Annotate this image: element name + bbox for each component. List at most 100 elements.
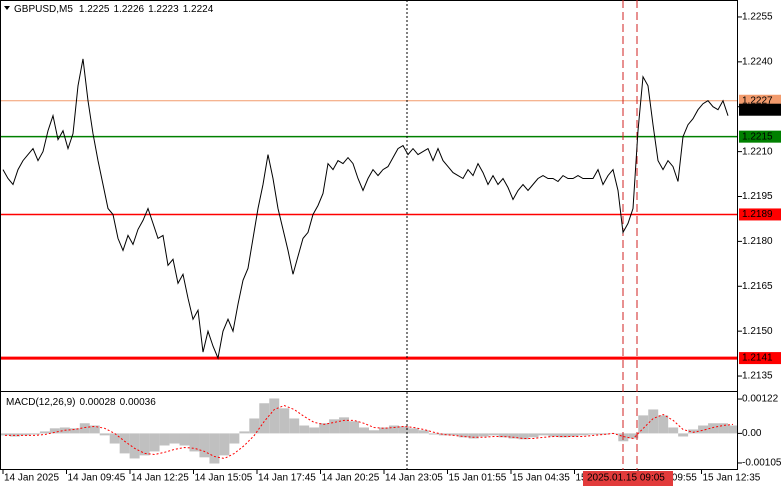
- macd-bar: [718, 423, 729, 434]
- y-tick-label: 1.2165: [742, 281, 773, 292]
- macd-bar: [49, 428, 60, 434]
- x-tick-label: 15 Jan 12:35: [703, 473, 761, 484]
- macd-bar: [468, 433, 479, 439]
- macd-bar: [369, 430, 379, 434]
- macd-bar: [309, 427, 320, 434]
- level-label: 1.2141: [742, 353, 773, 364]
- macd-bar: [279, 408, 290, 434]
- menu-arrow: [4, 6, 10, 10]
- x-tick-label: 14 Jan 20:25: [322, 473, 380, 484]
- macd-bar: [478, 433, 489, 437]
- macd-bar: [299, 425, 310, 434]
- macd-bar: [89, 425, 100, 434]
- x-tick-label: 14 Jan 12:25: [131, 473, 189, 484]
- macd-bar: [19, 433, 30, 436]
- macd-bar: [568, 433, 579, 437]
- level-label: 1.2227: [742, 95, 773, 106]
- symbol: GBPUSD,M5: [14, 4, 73, 15]
- macd-bar: [458, 433, 469, 438]
- macd-bar: [528, 433, 539, 438]
- macd-bar: [189, 433, 200, 452]
- macd-bar: [239, 431, 250, 434]
- macd-bar: [209, 433, 220, 464]
- macd-bar: [339, 417, 350, 434]
- symbol-header: GBPUSD,M5 1.2225 1.2226 1.2223 1.2224: [14, 4, 214, 15]
- level-label: 1.2189: [742, 209, 773, 220]
- close: 1.2224: [183, 4, 214, 15]
- level-label-box: [739, 130, 781, 143]
- macd-bar: [578, 433, 589, 436]
- macd-bar: [408, 428, 419, 434]
- macd-bar: [388, 425, 399, 434]
- open: 1.2225: [79, 4, 110, 15]
- macd-bar: [69, 428, 80, 434]
- macd-bar: [109, 433, 120, 444]
- macd-reading: 0.00028: [79, 397, 116, 408]
- macd-bar: [329, 419, 340, 434]
- macd-bar: [199, 433, 210, 458]
- x-tick-label: 15 Jan 04:35: [512, 473, 570, 484]
- macd-bar: [219, 433, 230, 456]
- macd-bar: [538, 433, 549, 436]
- low: 1.2223: [148, 4, 179, 15]
- x-tick-label: 14 Jan 09:45: [68, 473, 126, 484]
- y-tick-label: 1.2150: [742, 326, 773, 337]
- macd-bar: [418, 430, 429, 434]
- macd-bar: [678, 433, 689, 437]
- macd-bar: [518, 433, 529, 440]
- macd-bar: [668, 427, 679, 434]
- macd-bar: [289, 418, 300, 434]
- last-price-label: 1.2224: [742, 104, 773, 115]
- macd-bar: [0, 433, 10, 436]
- level-label-box: [739, 208, 781, 221]
- x-tick-label: 14 Jan 15:05: [195, 473, 253, 484]
- macd-bar: [149, 433, 160, 452]
- macd-bar: [39, 431, 50, 434]
- y-tick-label: 0.00: [742, 428, 762, 439]
- x-tick-label: 14 Jan 23:05: [385, 473, 443, 484]
- indicator: MACD(12,26,9): [6, 397, 75, 408]
- macd-bar: [688, 429, 699, 434]
- macd-bar: [269, 398, 280, 434]
- crosshair-label: 2025.01.15 09:05: [587, 473, 665, 484]
- crosshair-label-box: [583, 471, 673, 486]
- macd-bar: [349, 421, 360, 434]
- macd-bar: [428, 433, 439, 435]
- macd-bar: [648, 409, 659, 434]
- macd-bar: [638, 415, 649, 434]
- x-tick-label: 14 Jan 17:45: [258, 473, 316, 484]
- macd-bar: [548, 433, 559, 437]
- macd-bar: [658, 415, 669, 434]
- y-tick-label: -0.00105: [742, 458, 781, 469]
- macd-bar: [628, 433, 639, 439]
- macd-bar: [488, 433, 499, 436]
- macd-bar: [728, 425, 738, 434]
- macd-bar: [119, 433, 130, 454]
- macd-bar: [249, 418, 260, 434]
- macd-bar: [558, 433, 569, 438]
- macd-bar: [259, 403, 270, 434]
- macd-bar: [378, 427, 389, 434]
- y-tick-label: 1.2255: [742, 12, 773, 23]
- y-tick-label: 1.2210: [742, 146, 773, 157]
- macd-bar: [159, 433, 170, 446]
- y-tick-label: 0.00122: [742, 394, 779, 405]
- last-price-box: [739, 103, 781, 116]
- macd-bar: [588, 433, 599, 435]
- y-tick-label: 1.2180: [742, 236, 773, 247]
- macd-bar: [229, 433, 240, 444]
- y-tick-label: 1.2240: [742, 56, 773, 67]
- price-line: [2, 58, 729, 360]
- level-label: 1.2215: [742, 131, 773, 142]
- macd-bar: [508, 433, 519, 439]
- macd-bar: [169, 433, 180, 444]
- level-label-box: [739, 352, 781, 365]
- macd-bar: [398, 426, 409, 434]
- macd-bar: [498, 433, 509, 438]
- macd-bar: [179, 433, 190, 446]
- signal-reading: 0.00036: [120, 397, 157, 408]
- macd-bar: [359, 427, 369, 434]
- macd-header: MACD(12,26,9) 0.00028 0.00036: [6, 397, 156, 408]
